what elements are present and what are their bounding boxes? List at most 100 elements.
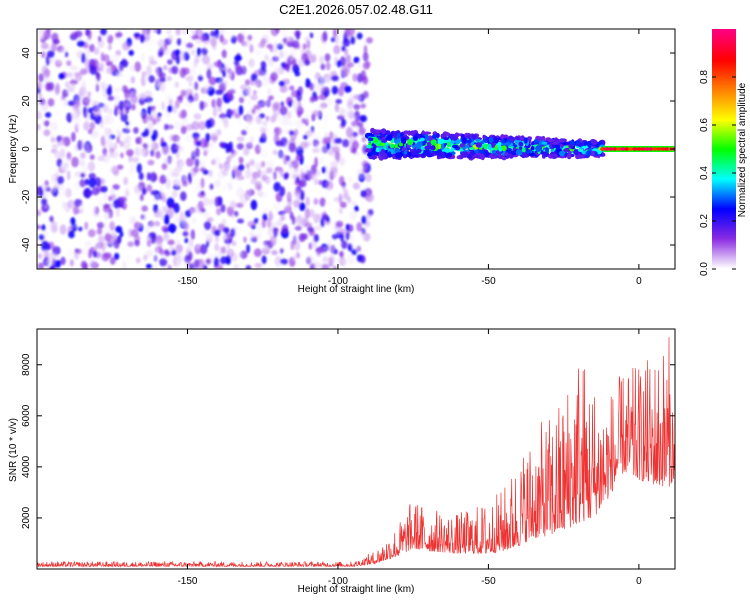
- spectrogram-cell: [114, 252, 120, 260]
- spectrogram-cell: [640, 147, 646, 151]
- colorbar-swatch: [712, 49, 736, 52]
- spectrogram-cell: [145, 263, 153, 269]
- spectrogram-cell: [236, 187, 245, 199]
- spectrogram-cell: [251, 235, 258, 241]
- spectrogram-cell: [107, 84, 113, 95]
- spectrogram-cell: [219, 141, 226, 148]
- spectrogram-cell: [338, 175, 345, 186]
- spectrogram-cell: [106, 66, 111, 75]
- spectrogram-cell: [184, 237, 189, 244]
- spectrogram-cell: [40, 157, 46, 168]
- spectrogram-cell: [107, 34, 114, 45]
- spectrogram-cell: [324, 131, 329, 140]
- spectrogram-cell: [549, 142, 554, 149]
- spectrogram-cell: [80, 152, 86, 159]
- spectrogram-cell: [212, 156, 221, 166]
- spectrogram-cell: [41, 101, 48, 112]
- spectrogram-cell: [113, 108, 119, 117]
- colorbar-swatch: [712, 147, 736, 150]
- spectrogram-cell: [342, 38, 351, 47]
- spectrogram-cell: [345, 223, 350, 232]
- spectrogram-cell: [396, 132, 401, 139]
- spectrogram-cell: [148, 75, 156, 83]
- spectrogram-cell: [245, 110, 252, 122]
- spectrogram-cell: [219, 112, 226, 119]
- spectrogram-cell: [286, 36, 292, 42]
- spectrogram-cell: [150, 108, 157, 119]
- spectrogram-cell: [253, 104, 261, 110]
- spectrogram-cell: [265, 115, 270, 122]
- spectrogram-cell: [338, 157, 346, 166]
- spectrogram-cell: [188, 174, 192, 185]
- spectrogram-cell: [88, 177, 97, 188]
- spectrogram-cell: [109, 148, 114, 158]
- spectrogram-cell: [339, 251, 343, 257]
- spectrogram-cell: [315, 143, 320, 153]
- spectrogram-cell: [582, 145, 589, 149]
- colorbar-swatch: [712, 239, 736, 242]
- spectrogram-cell: [257, 190, 264, 198]
- colorbar-swatch: [712, 183, 736, 186]
- spectrogram-cell: [146, 235, 152, 242]
- spectrogram-cell: [167, 59, 173, 65]
- spectrogram-cell: [314, 134, 323, 141]
- spectrogram-cell: [134, 239, 140, 247]
- spectrogram-cell: [104, 232, 112, 242]
- spectrogram-cell: [54, 85, 60, 96]
- spectrogram-cell: [306, 254, 315, 264]
- spectrogram-cell: [357, 168, 366, 180]
- spectrogram-cell: [288, 52, 295, 61]
- spectrogram-cell: [83, 142, 90, 154]
- spectrogram-cell: [552, 143, 556, 149]
- colorbar-swatch: [712, 225, 736, 228]
- spectrogram-noise-region: [37, 29, 374, 269]
- spectrogram-cell: [93, 107, 101, 118]
- spectrogram-cell: [99, 62, 104, 72]
- spectrogram-cell: [322, 30, 328, 42]
- spectrogram-cell: [541, 141, 548, 145]
- colorbar-swatch: [712, 201, 736, 204]
- spectrogram-cell: [295, 176, 301, 184]
- spectrogram-cell: [108, 44, 112, 51]
- spectrogram-cell: [167, 35, 174, 43]
- spectrogram-cell: [325, 180, 334, 191]
- spectrogram-cell: [110, 54, 120, 64]
- spectrogram-cell: [365, 148, 372, 153]
- spectrogram-cell: [381, 139, 387, 143]
- colorbar-swatch: [712, 107, 736, 110]
- spectrogram-cell: [230, 109, 235, 115]
- spectrogram-cell: [320, 63, 326, 71]
- spectrogram-cell: [278, 151, 284, 162]
- spectrogram-cell: [146, 248, 155, 257]
- colorbar-swatch: [712, 113, 736, 116]
- spectrogram-cell: [89, 121, 96, 130]
- colorbar-swatch: [712, 251, 736, 254]
- spectrogram-cell: [164, 157, 172, 165]
- spectrogram-cell: [471, 134, 476, 140]
- spectrogram-cell: [291, 40, 300, 48]
- spectrogram-cell: [176, 136, 181, 146]
- spectrogram-cell: [229, 153, 235, 159]
- spectrogram-cell: [71, 156, 79, 168]
- spectrogram-cell: [138, 172, 144, 181]
- spectrogram-cell: [67, 199, 75, 209]
- spectrogram-cell: [142, 212, 149, 223]
- spectrogram-cell: [101, 252, 110, 262]
- spectrogram-cell: [255, 115, 262, 125]
- spectrogram-cell: [347, 98, 354, 107]
- spectrogram-cell: [344, 53, 352, 64]
- spectrogram-cell: [257, 42, 264, 49]
- spectrogram-cell: [547, 138, 555, 143]
- colorbar-swatch: [712, 155, 736, 158]
- spectrogram-cell: [174, 213, 180, 224]
- spectrogram-cell: [45, 82, 52, 92]
- spectrogram-cell: [246, 86, 251, 97]
- spectrogram-cell: [291, 215, 296, 226]
- colorbar-swatch: [712, 243, 736, 246]
- spectrogram-cell: [219, 34, 224, 43]
- spectrogram-cell: [146, 114, 151, 123]
- colorbar-swatch: [712, 223, 736, 226]
- spectrogram-cell: [145, 29, 151, 36]
- spectrogram-cell: [41, 42, 49, 50]
- colorbar-swatch: [712, 31, 736, 34]
